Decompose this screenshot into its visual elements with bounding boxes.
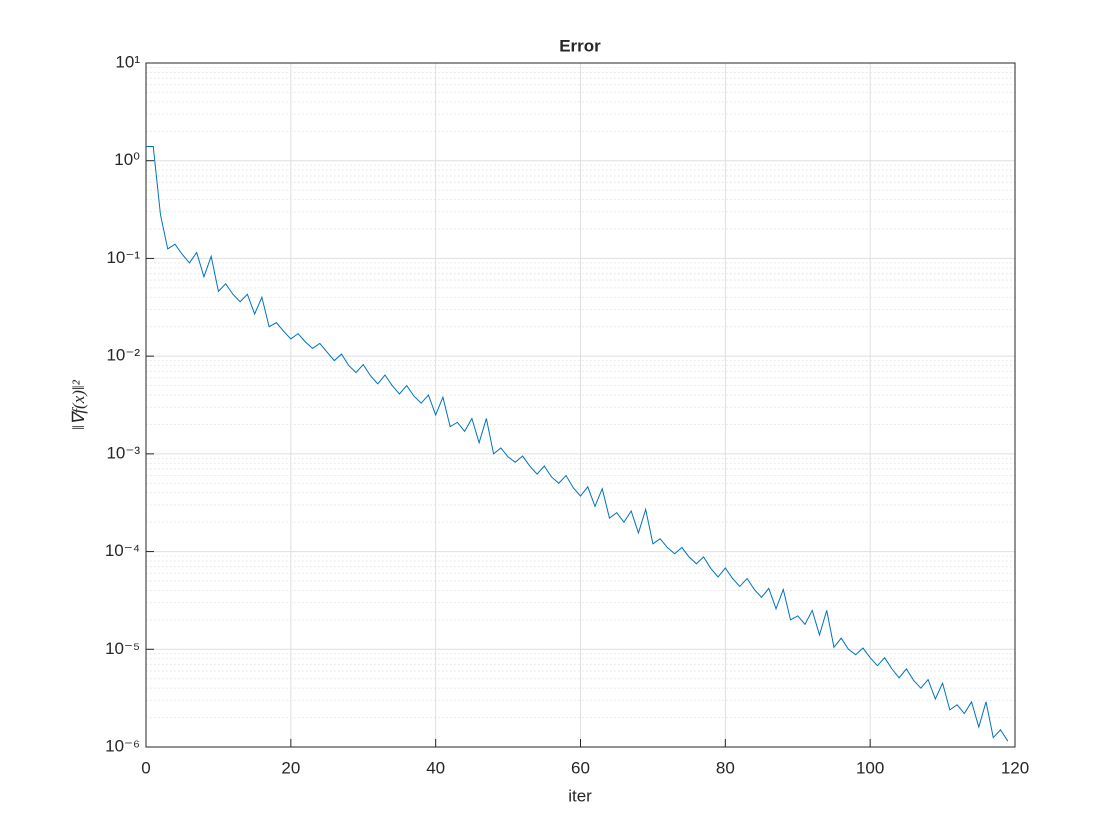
y-axis-label: ‖∇f(x)‖² (69, 379, 88, 430)
x-axis-label: iter (568, 786, 592, 805)
y-tick-label: 10¹ (115, 52, 140, 71)
y-tick-label: 10⁻² (106, 346, 140, 365)
x-tick-label: 60 (571, 758, 590, 777)
y-tick-label: 10⁰ (114, 150, 140, 169)
chart-title: Error (559, 36, 601, 55)
x-tick-label: 100 (856, 758, 884, 777)
y-tick-label: 10⁻⁴ (105, 541, 140, 560)
plot-layer: 0 20 40 60 80 100 120 10⁻⁶ 10⁻⁵ 10⁻⁴ 10⁻³ 10⁻² 10⁻¹ 1… (105, 52, 1029, 777)
y-tick-label: 10⁻⁶ (105, 736, 140, 755)
x-tick-label: 0 (141, 758, 150, 777)
y-tick-label: 10⁻³ (106, 443, 140, 462)
x-tick-label: 120 (1001, 758, 1029, 777)
x-tick-label: 40 (426, 758, 445, 777)
y-tick-label: 10⁻⁵ (105, 639, 140, 658)
x-tick-label: 80 (716, 758, 735, 777)
x-tick-label: 20 (281, 758, 300, 777)
y-tick-label: 10⁻¹ (106, 248, 140, 267)
axes-box (145, 62, 1016, 748)
data-line (146, 145, 1009, 742)
